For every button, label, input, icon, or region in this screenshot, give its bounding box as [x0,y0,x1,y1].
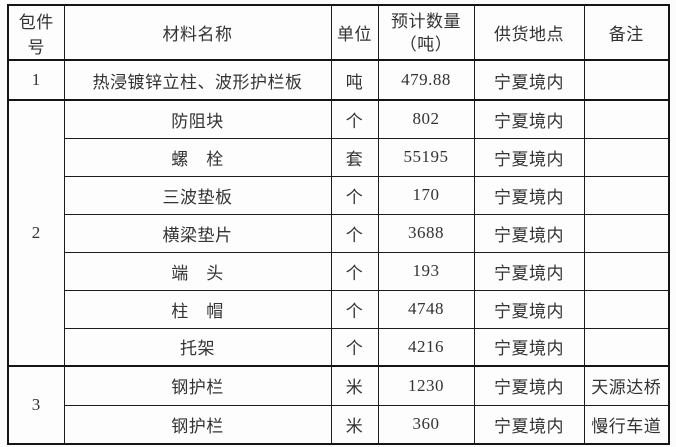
package-number-cell: 1 [7,59,65,101]
material-cell: 柱 帽 [63,289,332,329]
location-cell: 宁夏境内 [473,251,585,291]
table-row: 螺 栓 套 55195 宁夏境内 [8,137,670,177]
location-cell: 宁夏境内 [473,404,585,445]
materials-table: 包件号 材料名称 单位 预计数量 （吨） 供货地点 备注 1 热浸镀锌立柱、波形… [7,4,670,445]
remark-cell: 慢行车道 [583,404,670,445]
unit-cell: 个 [330,175,379,215]
unit-cell: 个 [330,289,379,329]
col-header-quantity-line1: 预计数量 [391,11,461,31]
unit-cell: 米 [330,404,379,445]
col-header-location: 供货地点 [473,4,585,61]
location-cell: 宁夏境内 [473,213,585,253]
remark-cell [583,327,670,367]
material-cell: 钢护栏 [63,404,332,445]
col-header-package: 包件号 [7,4,65,61]
qty-cell: 479.88 [377,59,475,101]
unit-cell: 个 [330,99,379,139]
table-row: 钢护栏 米 360 宁夏境内 慢行车道 [8,404,670,445]
table-row: 横梁垫片 个 3688 宁夏境内 [8,213,670,253]
qty-cell: 170 [377,175,475,215]
table-header-row: 包件号 材料名称 单位 预计数量 （吨） 供货地点 备注 [7,4,670,61]
unit-cell: 个 [330,213,379,253]
table-row: 托架 个 4216 宁夏境内 [8,327,670,367]
remark-cell [583,251,670,291]
unit-cell: 个 [330,251,379,291]
material-cell: 横梁垫片 [63,213,332,253]
unit-cell: 米 [330,365,379,406]
material-cell: 螺 栓 [63,137,332,177]
qty-cell: 360 [377,404,475,445]
table-row: 三波垫板 个 170 宁夏境内 [8,175,670,215]
qty-cell: 193 [377,251,475,291]
unit-cell: 套 [330,137,379,177]
table-row: 1 热浸镀锌立柱、波形护栏板 吨 479.88 宁夏境内 [7,59,670,101]
qty-cell: 4216 [377,327,475,367]
location-cell: 宁夏境内 [473,327,585,367]
remark-cell: 天源达桥 [583,365,670,406]
location-cell: 宁夏境内 [473,59,585,101]
qty-cell: 3688 [377,213,475,253]
material-cell: 托架 [63,327,332,367]
col-header-quantity: 预计数量 （吨） [377,4,475,61]
col-header-material: 材料名称 [63,4,332,61]
location-cell: 宁夏境内 [473,175,585,215]
remark-cell [583,99,670,139]
qty-cell: 802 [377,99,475,139]
location-cell: 宁夏境内 [473,365,585,406]
unit-cell: 吨 [330,59,379,101]
package-number-cell: 3 [7,365,65,445]
package-number-cell: 2 [7,99,65,367]
material-cell: 端 头 [63,251,332,291]
table-row: 3 钢护栏 米 1230 宁夏境内 天源达桥 [7,365,670,445]
remark-cell [583,137,670,177]
remark-cell [583,175,670,215]
material-cell: 防阻块 [63,99,332,139]
remark-cell [583,213,670,253]
col-header-remark: 备注 [583,4,670,61]
qty-cell: 55195 [377,137,475,177]
material-cell: 钢护栏 [63,365,332,406]
material-cell: 三波垫板 [63,175,332,215]
table-row: 端 头 个 193 宁夏境内 [8,251,670,291]
col-header-unit: 单位 [330,4,379,61]
remark-cell [583,59,670,101]
location-cell: 宁夏境内 [473,99,585,139]
qty-cell: 4748 [377,289,475,329]
material-cell: 热浸镀锌立柱、波形护栏板 [63,59,332,101]
table-row: 柱 帽 个 4748 宁夏境内 [8,289,670,329]
col-header-quantity-line2: （吨） [399,34,453,54]
remark-cell [583,289,670,329]
location-cell: 宁夏境内 [473,289,585,329]
location-cell: 宁夏境内 [473,137,585,177]
unit-cell: 个 [330,327,379,367]
table-row: 2 防阻块 个 802 宁夏境内 [7,99,670,367]
qty-cell: 1230 [377,365,475,406]
